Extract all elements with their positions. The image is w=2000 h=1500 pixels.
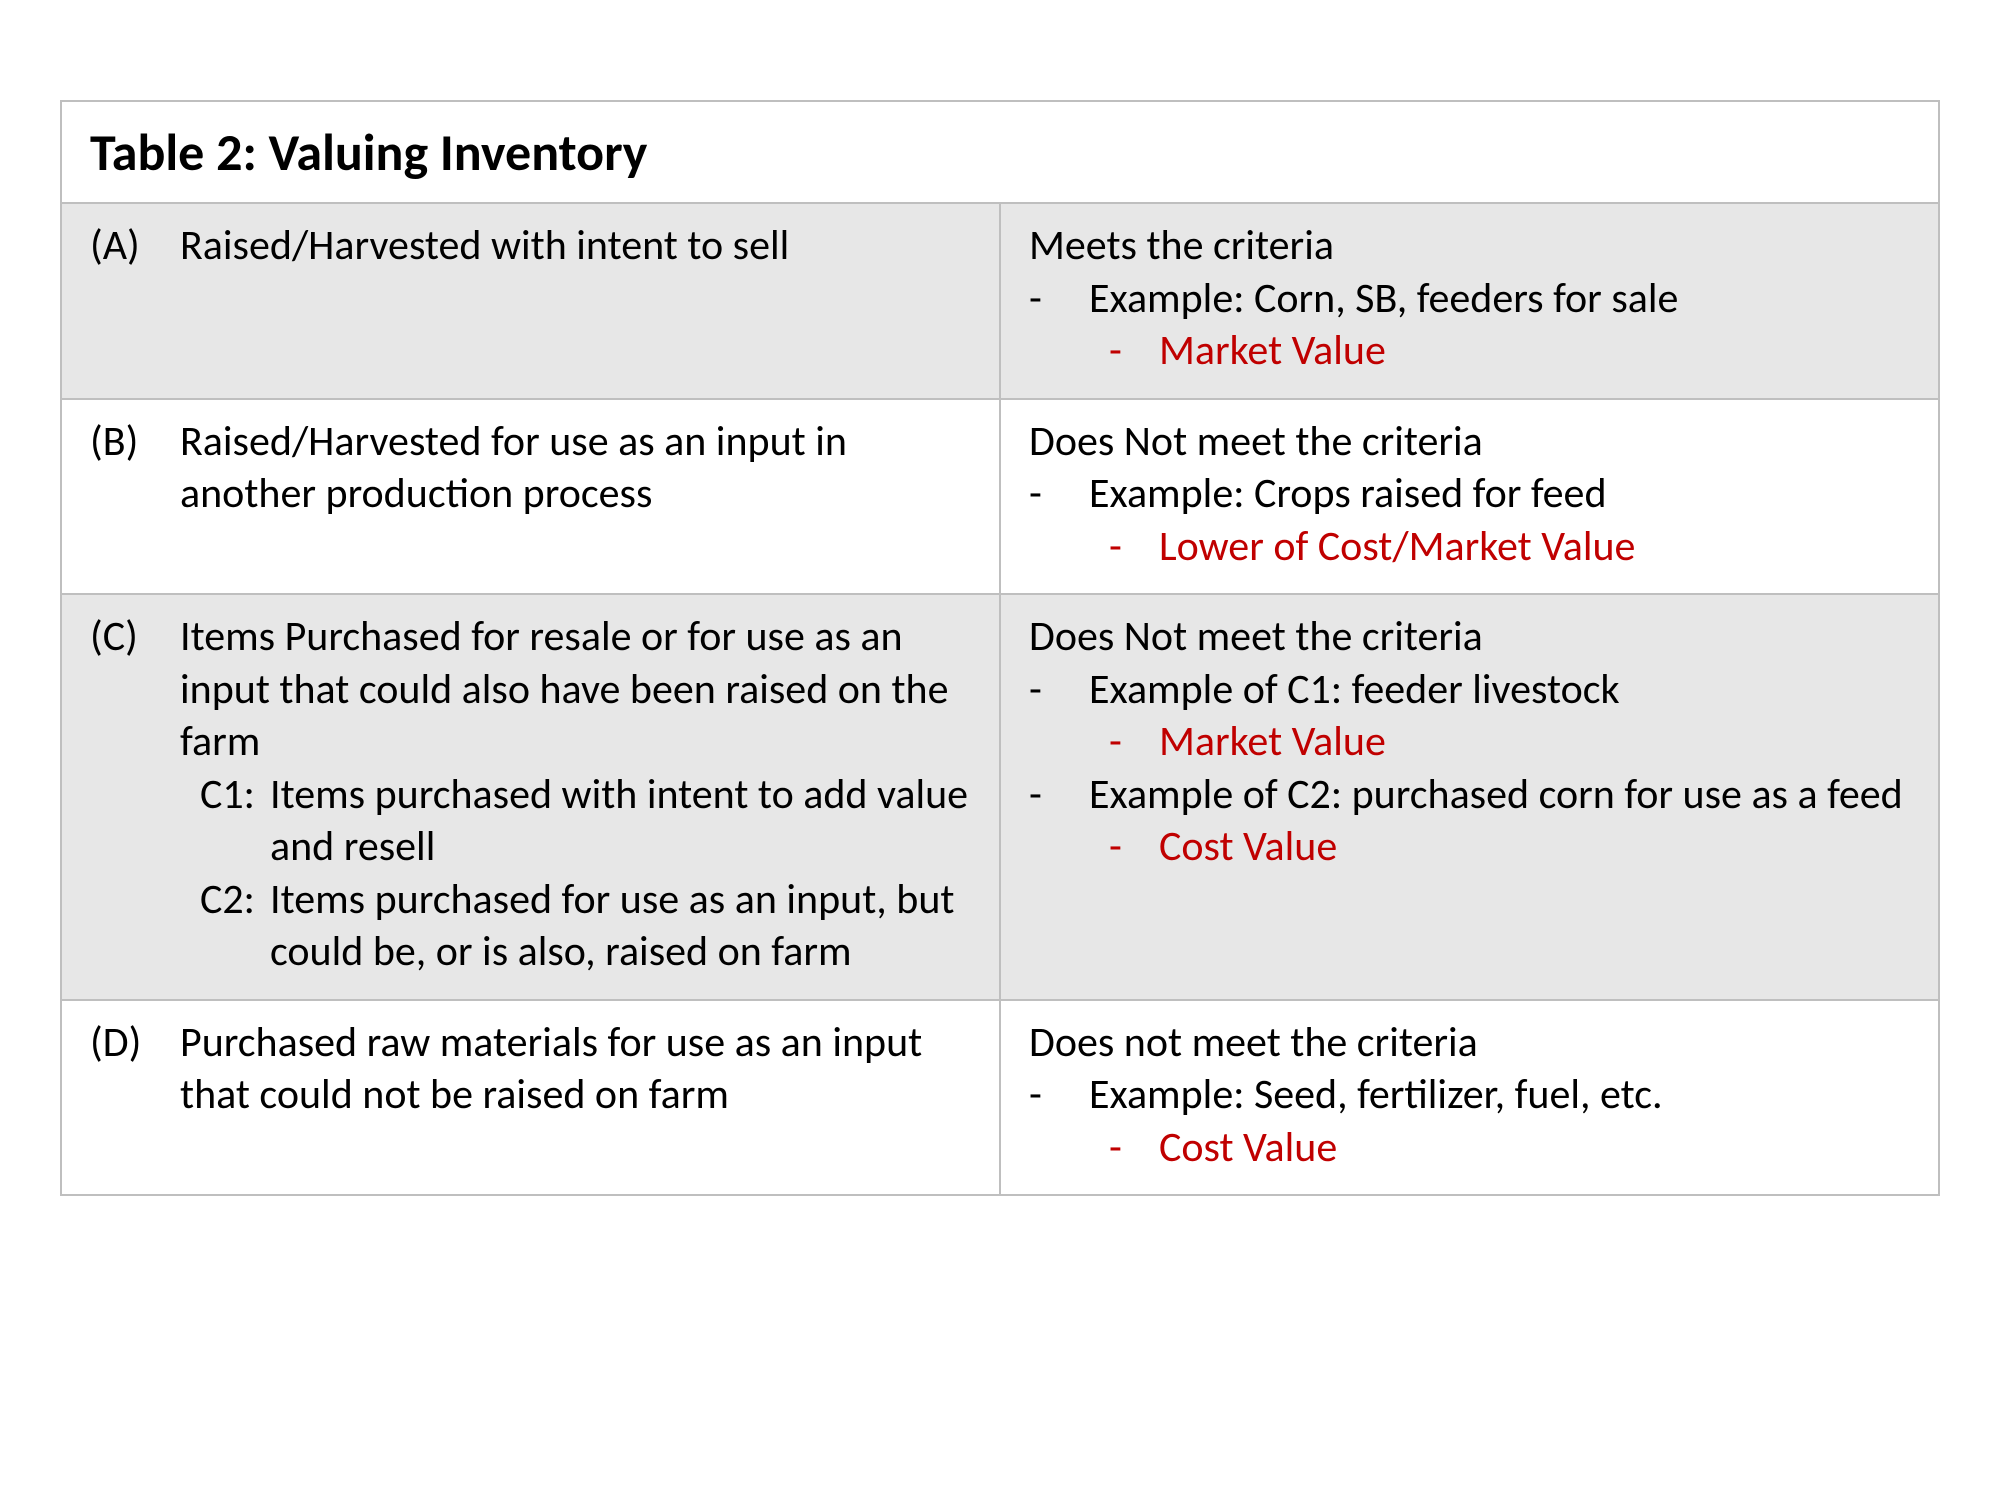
subitem-text: Items purchased with intent to add value… bbox=[270, 769, 975, 874]
criteria-heading: Does Not meet the criteria bbox=[1029, 416, 1914, 469]
dash-icon: - bbox=[1109, 521, 1159, 574]
dash-icon: - bbox=[1029, 769, 1089, 822]
table-row: (D) Purchased raw materials for use as a… bbox=[61, 1000, 1939, 1196]
bullet-text: Example of C1: feeder livestock bbox=[1089, 664, 1914, 717]
row-letter: (D) bbox=[90, 1017, 180, 1122]
subitem: C2: Items purchased for use as an input,… bbox=[200, 874, 975, 979]
dash-icon: - bbox=[1029, 664, 1089, 717]
page: Table 2: Valuing Inventory (A) Raised/Ha… bbox=[0, 0, 2000, 1256]
category-cell: (D) Purchased raw materials for use as a… bbox=[61, 1000, 1000, 1196]
bullet-level2: - Market Value bbox=[1029, 325, 1914, 378]
subitem: C1: Items purchased with intent to add v… bbox=[200, 769, 975, 874]
row-text: Raised/Harvested for use as an input in … bbox=[180, 416, 975, 521]
subitem-tag: C1: bbox=[200, 769, 270, 874]
criteria-cell: Does not meet the criteria - Example: Se… bbox=[1000, 1000, 1939, 1196]
table-row: (C) Items Purchased for resale or for us… bbox=[61, 594, 1939, 1000]
criteria-heading: Meets the criteria bbox=[1029, 220, 1914, 273]
row-letter: (A) bbox=[90, 220, 180, 273]
table-title: Table 2: Valuing Inventory bbox=[61, 101, 1939, 203]
bullet-level2: - Cost Value bbox=[1029, 1122, 1914, 1175]
bullet-value: Market Value bbox=[1159, 716, 1914, 769]
dash-icon: - bbox=[1109, 821, 1159, 874]
row-text: Items Purchased for resale or for use as… bbox=[180, 611, 975, 769]
bullet-text: Example of C2: purchased corn for use as… bbox=[1089, 769, 1914, 822]
category-cell: (A) Raised/Harvested with intent to sell bbox=[61, 203, 1000, 399]
subitem-text: Items purchased for use as an input, but… bbox=[270, 874, 975, 979]
criteria-cell: Meets the criteria - Example: Corn, SB, … bbox=[1000, 203, 1939, 399]
bullet-level1: - Example of C1: feeder livestock bbox=[1029, 664, 1914, 717]
criteria-heading: Does Not meet the criteria bbox=[1029, 611, 1914, 664]
dash-icon: - bbox=[1109, 325, 1159, 378]
category-cell: (B) Raised/Harvested for use as an input… bbox=[61, 399, 1000, 595]
dash-icon: - bbox=[1109, 1122, 1159, 1175]
bullet-level1: - Example: Crops raised for feed bbox=[1029, 468, 1914, 521]
table-row: (A) Raised/Harvested with intent to sell… bbox=[61, 203, 1939, 399]
bullet-value: Lower of Cost/Market Value bbox=[1159, 521, 1914, 574]
dash-icon: - bbox=[1029, 468, 1089, 521]
subitem-tag: C2: bbox=[200, 874, 270, 979]
row-letter: (B) bbox=[90, 416, 180, 521]
row-letter: (C) bbox=[90, 611, 180, 769]
bullet-value: Cost Value bbox=[1159, 821, 1914, 874]
bullet-text: Example: Crops raised for feed bbox=[1089, 468, 1914, 521]
bullet-value: Cost Value bbox=[1159, 1122, 1914, 1175]
row-text: Purchased raw materials for use as an in… bbox=[180, 1017, 975, 1122]
category-cell: (C) Items Purchased for resale or for us… bbox=[61, 594, 1000, 1000]
dash-icon: - bbox=[1029, 273, 1089, 326]
table-row: (B) Raised/Harvested for use as an input… bbox=[61, 399, 1939, 595]
bullet-level1: - Example: Corn, SB, feeders for sale bbox=[1029, 273, 1914, 326]
bullet-text: Example: Seed, fertilizer, fuel, etc. bbox=[1089, 1069, 1914, 1122]
dash-icon: - bbox=[1029, 1069, 1089, 1122]
bullet-value: Market Value bbox=[1159, 325, 1914, 378]
row-text: Raised/Harvested with intent to sell bbox=[180, 220, 975, 273]
inventory-table: Table 2: Valuing Inventory (A) Raised/Ha… bbox=[60, 100, 1940, 1196]
criteria-heading: Does not meet the criteria bbox=[1029, 1017, 1914, 1070]
criteria-cell: Does Not meet the criteria - Example: Cr… bbox=[1000, 399, 1939, 595]
bullet-text: Example: Corn, SB, feeders for sale bbox=[1089, 273, 1914, 326]
bullet-level2: - Market Value bbox=[1029, 716, 1914, 769]
bullet-level1: - Example of C2: purchased corn for use … bbox=[1029, 769, 1914, 822]
bullet-level2: - Lower of Cost/Market Value bbox=[1029, 521, 1914, 574]
dash-icon: - bbox=[1109, 716, 1159, 769]
criteria-cell: Does Not meet the criteria - Example of … bbox=[1000, 594, 1939, 1000]
bullet-level1: - Example: Seed, fertilizer, fuel, etc. bbox=[1029, 1069, 1914, 1122]
bullet-level2: - Cost Value bbox=[1029, 821, 1914, 874]
